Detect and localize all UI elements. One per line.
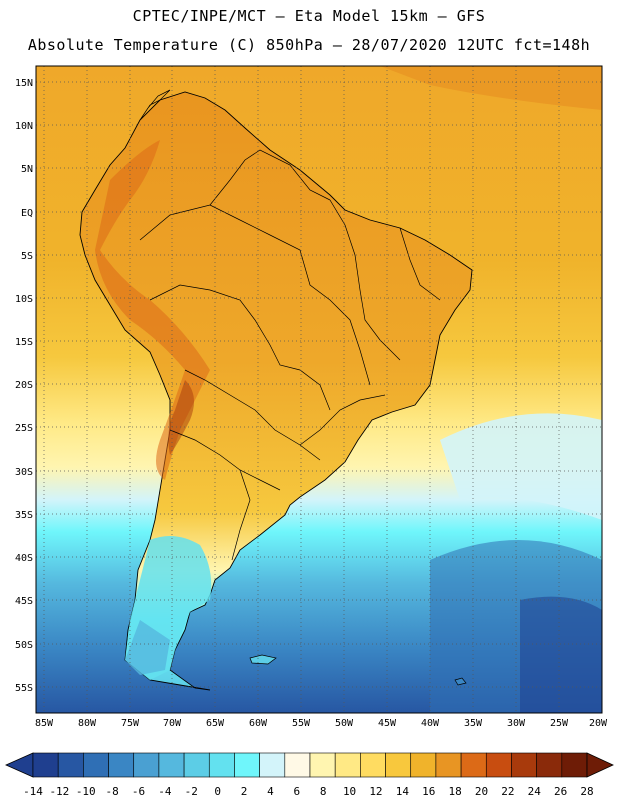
colorbar-swatch — [485, 752, 512, 778]
colorbar-swatch — [511, 752, 537, 778]
title-line-1: CPTEC/INPE/MCT – Eta Model 15km – GFS — [132, 7, 486, 25]
lon-label: 20W — [589, 718, 608, 729]
lon-label: 65W — [206, 718, 225, 729]
colorbar-swatch — [158, 752, 185, 778]
warm-band — [380, 66, 602, 110]
colorbar-tick-label: -12 — [49, 785, 69, 798]
colorbar-tick-label: 24 — [528, 785, 542, 798]
lat-label: 10N — [15, 121, 33, 132]
lon-label: 40W — [421, 718, 440, 729]
colorbar-swatch — [309, 752, 336, 778]
lon-label: 50W — [335, 718, 354, 729]
colorbar-swatch — [108, 752, 135, 778]
lon-label: 75W — [121, 718, 140, 729]
patagonia-cold — [125, 620, 170, 675]
cool-tongue — [440, 413, 602, 520]
colorbar-swatch — [183, 752, 210, 778]
lat-label: EQ — [21, 208, 33, 219]
title-line-2: Absolute Temperature (C) 850hPa – 28/07/… — [27, 36, 591, 54]
colorbar-tick-label: 4 — [267, 785, 274, 798]
lon-label: 35W — [464, 718, 483, 729]
colorbar-tick-label: 14 — [396, 785, 410, 798]
lon-label: 60W — [249, 718, 268, 729]
colorbar-tick-label: -2 — [185, 785, 198, 798]
colorbar-tick-label: -14 — [23, 785, 43, 798]
colorbar-tick-label: 28 — [580, 785, 593, 798]
colorbar-swatch — [133, 752, 160, 778]
lon-label: 70W — [163, 718, 182, 729]
lat-label: 40S — [15, 553, 33, 564]
lon-label: 25W — [550, 718, 569, 729]
colorbar-swatch — [284, 752, 311, 778]
lon-label: 80W — [78, 718, 97, 729]
lat-label: 55S — [15, 683, 33, 694]
colorbar-swatch — [57, 752, 84, 778]
lat-label: 20S — [15, 380, 33, 391]
lon-label: 30W — [507, 718, 526, 729]
colorbar-high-arrow — [586, 752, 614, 778]
colorbar-tick-label: -4 — [158, 785, 172, 798]
colorbar-tick-label: -6 — [132, 785, 145, 798]
colorbar-tick-label: 26 — [554, 785, 567, 798]
colorbar-swatch — [32, 752, 59, 778]
colorbar-tick-label: 12 — [369, 785, 382, 798]
colorbar-tick-label: 0 — [214, 785, 221, 798]
colorbar-swatch — [83, 752, 109, 778]
lon-label: 55W — [292, 718, 311, 729]
colorbar: -14 -12 -10 -8 -6 -4 -2 0 2 4 6 8 10 12 14 16 18 20 22 24 26… — [5, 752, 614, 798]
colorbar-swatch — [435, 752, 462, 778]
colorbar-swatch — [360, 752, 386, 778]
latitude-labels: 15N 10N 5N EQ 5S 10S 15S 20S 25S 30S 35S… — [15, 78, 33, 694]
colorbar-tick-label: -10 — [76, 785, 96, 798]
colorbar-tick-label: 16 — [422, 785, 435, 798]
colorbar-swatch — [536, 752, 563, 778]
south-georgia — [454, 677, 467, 686]
colorbar-swatch — [460, 752, 487, 778]
colorbar-tick-label: -8 — [106, 785, 119, 798]
colorbar-swatch — [259, 752, 286, 778]
colorbar-swatch — [208, 752, 235, 778]
colorbar-low-arrow — [5, 752, 34, 778]
country-borders — [139, 149, 441, 561]
colorbar-tick-label: 6 — [293, 785, 300, 798]
lat-label: 15S — [15, 337, 33, 348]
map-frame — [35, 65, 603, 714]
colorbar-swatch — [410, 752, 437, 778]
lat-label: 45S — [15, 596, 33, 607]
cold-core — [520, 596, 602, 713]
hot-spot — [168, 380, 194, 455]
lat-label: 15N — [15, 78, 33, 89]
lat-label: 30S — [15, 467, 33, 478]
falkland-islands — [249, 654, 277, 665]
lat-label: 5S — [21, 251, 33, 262]
colorbar-tick-label: 20 — [475, 785, 488, 798]
lat-label: 10S — [15, 294, 33, 305]
colorbar-tick-label: 8 — [320, 785, 327, 798]
longitude-labels: 85W 80W 75W 70W 65W 60W 55W 50W 45W 40W … — [35, 718, 608, 729]
lon-label: 45W — [378, 718, 397, 729]
colorbar-tick-label: 18 — [448, 785, 461, 798]
colorbar-swatch — [561, 752, 588, 778]
lat-label: 50S — [15, 640, 33, 651]
lat-label: 5N — [21, 164, 33, 175]
lat-label: 25S — [15, 423, 33, 434]
lat-label: 35S — [15, 510, 33, 521]
colorbar-swatch — [234, 752, 260, 778]
colorbar-tick-label: 22 — [501, 785, 514, 798]
colorbar-swatch — [334, 752, 361, 778]
lon-label: 85W — [35, 718, 54, 729]
colorbar-swatch — [385, 752, 412, 778]
colorbar-tick-label: 2 — [241, 785, 248, 798]
colorbar-tick-label: 10 — [343, 785, 356, 798]
